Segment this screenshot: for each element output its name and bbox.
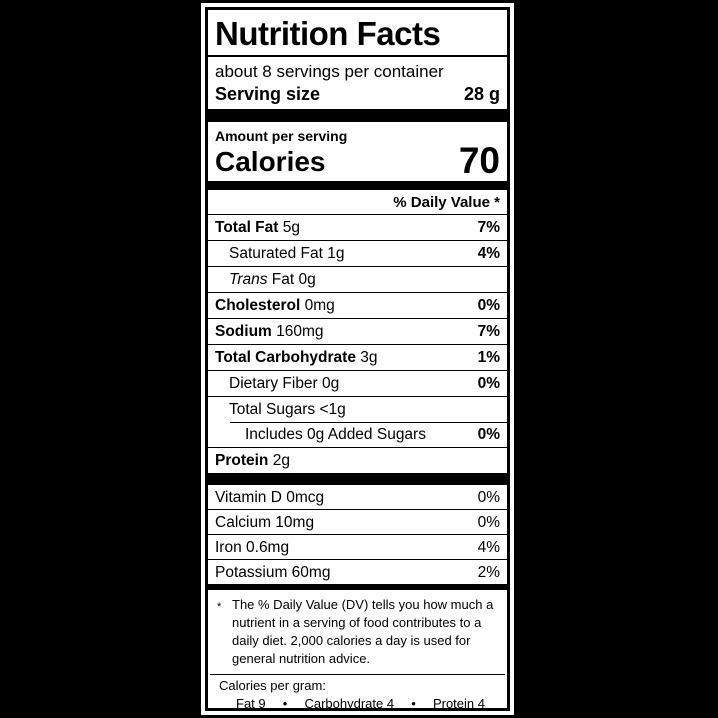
nutrient-name: Trans <box>229 271 268 288</box>
nutrient-amount: 3g <box>360 349 378 366</box>
nutrient-amount: Fat 0g <box>271 271 316 288</box>
nutrient-dv: 4% <box>477 245 500 262</box>
row-total-fat: Total Fat 5g 7% <box>208 214 507 240</box>
nutrient-name: Dietary Fiber <box>229 375 318 392</box>
row-iron: Iron 0.6mg 4% <box>208 534 507 559</box>
nutrient-dv: 0% <box>477 488 500 506</box>
row-trans-fat: Trans Fat 0g <box>208 266 507 292</box>
thick-divider <box>208 584 507 590</box>
nutrient-name: Total Sugars <box>229 401 316 418</box>
calories-value: 70 <box>458 140 500 181</box>
daily-value-footnote: * The % Daily Value (DV) tells you how m… <box>208 590 507 674</box>
nutrient-dv: 2% <box>477 563 500 581</box>
nutrient-text: Sodium 160mg <box>215 323 324 340</box>
thick-divider <box>208 109 507 122</box>
footnote-text: The % Daily Value (DV) tells you how muc… <box>232 597 494 666</box>
serving-size-label: Serving size <box>215 84 321 104</box>
row-potassium: Potassium 60mg 2% <box>208 559 507 584</box>
nutrient-amount: 0g <box>322 375 340 392</box>
nutrient-amount: <1g <box>319 401 346 418</box>
nutrient-dv: 1% <box>477 349 500 366</box>
nutrient-name: Iron 0.6mg <box>215 538 290 556</box>
nutrient-name: Total Carbohydrate <box>215 349 356 366</box>
cpg-fat: Fat 9 <box>236 696 266 711</box>
nutrient-name: Sodium <box>215 323 272 340</box>
footnote-divider <box>210 674 505 675</box>
nutrition-label-card: Nutrition Facts about 8 servings per con… <box>201 3 514 715</box>
nutrient-dv: 7% <box>477 219 500 236</box>
row-sodium: Sodium 160mg 7% <box>208 318 507 344</box>
cpg-protein: Protein 4 <box>432 696 485 711</box>
nutrient-text: Dietary Fiber 0g <box>229 375 339 392</box>
row-vitamin-d: Vitamin D 0mcg 0% <box>208 485 507 509</box>
nutrient-name: Saturated Fat <box>229 245 323 262</box>
cpg-carbohydrate: Carbohydrate 4 <box>304 696 395 711</box>
amount-per-serving: Amount per serving <box>215 128 348 144</box>
daily-value-header: % Daily Value * <box>393 194 500 211</box>
row-cholesterol: Cholesterol 0mg 0% <box>208 292 507 318</box>
thick-divider <box>208 473 507 485</box>
nutrient-amount: 5g <box>282 219 300 236</box>
nutrient-text: Cholesterol 0mg <box>215 297 335 314</box>
nutrient-text: Saturated Fat 1g <box>229 245 344 262</box>
label-title: Nutrition Facts <box>208 10 507 57</box>
nutrient-name: Potassium 60mg <box>215 563 331 581</box>
calories-label: Calories <box>215 146 326 177</box>
nutrient-text: Protein 2g <box>215 452 290 469</box>
nutrient-dv: 0% <box>477 375 500 392</box>
nutrition-label: Nutrition Facts about 8 servings per con… <box>205 7 510 711</box>
calories-per-gram-section: Calories per gram: Fat 9 • Carbohydrate … <box>208 675 507 711</box>
nutrient-dv: 0% <box>477 426 500 443</box>
row-total-sugars: Total Sugars <1g <box>208 396 507 422</box>
nutrient-name: Total Fat <box>215 219 279 236</box>
nutrient-dv: 7% <box>477 323 500 340</box>
row-saturated-fat: Saturated Fat 1g 4% <box>208 240 507 266</box>
row-protein: Protein 2g <box>208 447 507 473</box>
calories-per-gram-heading: Calories per gram: <box>219 678 326 693</box>
thick-divider <box>208 181 507 190</box>
nutrient-name: Cholesterol <box>215 297 301 314</box>
bullet-separator: • <box>282 696 288 711</box>
nutrient-name: Vitamin D 0mcg <box>215 488 325 506</box>
nutrient-text: Total Fat 5g <box>215 219 300 236</box>
nutrient-amount: 1g <box>327 245 345 262</box>
calories-per-gram-values: Fat 9 • Carbohydrate 4 • Protein 4 <box>216 694 499 711</box>
nutrient-text: Trans Fat 0g <box>229 271 316 288</box>
calories-row: Calories 70 <box>208 140 507 181</box>
nutrient-dv: 4% <box>477 538 500 556</box>
row-calcium: Calcium 10mg 0% <box>208 509 507 534</box>
footnote-asterisk: * <box>217 601 222 613</box>
nutrient-name: Includes 0g Added Sugars <box>245 426 426 443</box>
serving-size-value: 28 g <box>463 84 500 104</box>
nutrient-name: Protein <box>215 452 269 469</box>
nutrient-dv: 0% <box>477 297 500 314</box>
serving-size-row: Serving size 28 g <box>208 82 507 109</box>
nutrient-amount: 0mg <box>304 297 335 314</box>
row-dietary-fiber: Dietary Fiber 0g 0% <box>208 370 507 396</box>
nutrient-text: Includes 0g Added Sugars <box>245 426 426 443</box>
bullet-separator: • <box>411 696 416 711</box>
nutrient-name: Calcium 10mg <box>215 513 315 531</box>
micronutrients-section: Vitamin D 0mcg 0% Calcium 10mg 0% Iron 0… <box>208 485 507 584</box>
servings-per-container: about 8 servings per container <box>215 62 444 81</box>
row-added-sugars: Includes 0g Added Sugars 0% <box>208 422 507 447</box>
nutrient-amount: 2g <box>272 452 290 469</box>
row-total-carbohydrate: Total Carbohydrate 3g 1% <box>208 344 507 370</box>
nutrient-text: Total Carbohydrate 3g <box>215 349 378 366</box>
nutrient-amount: 160mg <box>276 323 324 340</box>
nutrient-text: Total Sugars <1g <box>229 401 346 418</box>
nutrient-dv: 0% <box>477 513 500 531</box>
